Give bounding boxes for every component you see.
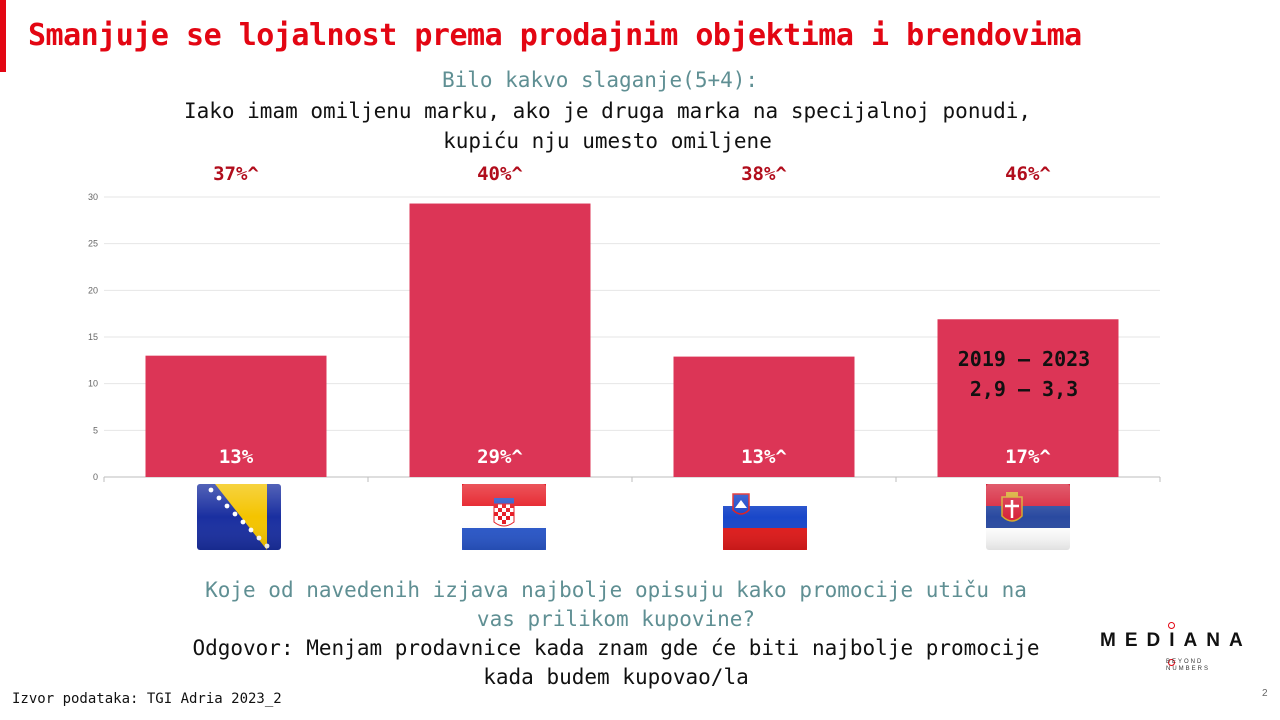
flag-bosnia-icon [197, 484, 281, 550]
y-tick-label: 20 [88, 285, 98, 295]
top-percentage-label: 38%^ [741, 163, 787, 185]
bar-value-label: 29%^ [477, 446, 523, 468]
trend-annotation-years: 2019 – 2023 [958, 347, 1090, 371]
survey-answer: Odgovor: Menjam prodavnice kada znam gde… [0, 634, 1232, 692]
mediana-logo: MEDIANA BEYOND NUMBERS [1100, 622, 1250, 678]
subtitle-statement-line2: kupiću nju umesto omiljene [443, 129, 772, 153]
bar-chart: 0 5 10 15 20 25 30 13% 37%^ 29%^ 40%^ 13%^ 38%^ 17%^… [88, 163, 1161, 550]
trend-annotation-values: 2,9 – 3,3 [970, 377, 1078, 401]
survey-answer-line2: kada budem kupovao/la [483, 665, 749, 689]
y-tick-label: 0 [93, 472, 98, 482]
subtitle-statement-type: Bilo kakvo slaganje(5+4): [441, 68, 759, 92]
bar-value-label: 13%^ [741, 446, 787, 468]
y-tick-label: 15 [88, 332, 98, 342]
bar [409, 203, 591, 478]
y-tick-label: 5 [93, 425, 98, 435]
y-tick-label: 10 [88, 379, 98, 389]
logo-tagline: BEYOND NUMBERS [1166, 659, 1246, 673]
accent-bar [0, 0, 6, 72]
survey-question: Koje od navedenih izjava najbolje opisuj… [0, 576, 1232, 634]
source-note: Izvor podataka: TGI Adria 2023_2 [12, 691, 282, 707]
survey-answer-line1: Odgovor: Menjam prodavnice kada znam gde… [192, 636, 1040, 660]
flag-slovenia-icon [723, 484, 807, 550]
page-number: 2 [1262, 688, 1268, 699]
bar [145, 355, 327, 477]
bar-value-label: 13% [219, 446, 254, 468]
bars [145, 203, 1119, 478]
flag-croatia-icon [462, 484, 546, 550]
y-axis-ticks: 0 5 10 15 20 25 30 [88, 192, 98, 482]
y-tick-label: 25 [88, 239, 98, 249]
bar-labels: 13% 37%^ 29%^ 40%^ 13%^ 38%^ 17%^ 46%^ [213, 163, 1051, 468]
top-percentage-label: 37%^ [213, 163, 259, 185]
flag-serbia-icon [986, 484, 1070, 550]
page-title: Smanjuje se lojalnost prema prodajnim ob… [28, 18, 1082, 53]
bar-value-label: 17%^ [1005, 446, 1051, 468]
subtitle-statement-line1: Iako imam omiljenu marku, ako je druga m… [183, 99, 1032, 123]
survey-question-line2: vas prilikom kupovine? [476, 607, 756, 631]
logo-tagline-line1: BEYOND [1166, 659, 1204, 665]
logo-wordmark: MEDIANA [1100, 630, 1252, 651]
logo-tagline-line2: NUMBERS [1166, 666, 1211, 672]
y-tick-label: 30 [88, 192, 98, 202]
survey-question-line1: Koje od navedenih izjava najbolje opisuj… [205, 578, 1027, 602]
bar [937, 319, 1119, 477]
bar [673, 356, 855, 477]
subtitle-statement: Iako imam omiljenu marku, ako je druga m… [0, 96, 1215, 156]
top-percentage-label: 46%^ [1005, 163, 1051, 185]
logo-dot-icon [1168, 622, 1175, 629]
logo-dot-icon [1168, 659, 1175, 666]
top-percentage-label: 40%^ [477, 163, 523, 185]
